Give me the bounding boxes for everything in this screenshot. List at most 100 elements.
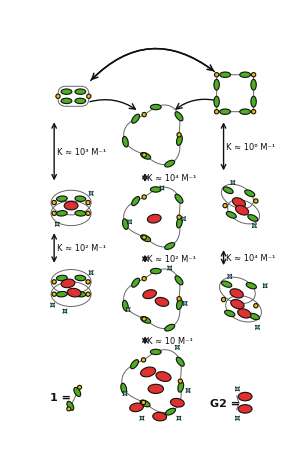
Ellipse shape [165, 243, 175, 250]
Circle shape [142, 153, 146, 158]
Ellipse shape [150, 188, 161, 193]
Circle shape [86, 201, 90, 205]
Ellipse shape [141, 317, 151, 324]
Circle shape [221, 298, 226, 302]
Ellipse shape [61, 90, 72, 95]
Polygon shape [227, 275, 232, 279]
Circle shape [251, 110, 256, 115]
Circle shape [177, 133, 181, 138]
Ellipse shape [64, 202, 78, 210]
Ellipse shape [132, 197, 140, 206]
Ellipse shape [240, 110, 250, 115]
Ellipse shape [177, 299, 182, 310]
Ellipse shape [236, 206, 249, 216]
Ellipse shape [147, 215, 161, 224]
Polygon shape [235, 387, 240, 391]
Polygon shape [175, 346, 180, 350]
Ellipse shape [57, 197, 67, 202]
Ellipse shape [130, 403, 143, 412]
Text: G2 =: G2 = [210, 398, 240, 408]
Ellipse shape [140, 367, 156, 377]
Ellipse shape [130, 360, 139, 369]
Text: 1 =: 1 = [50, 392, 71, 402]
Ellipse shape [249, 314, 260, 320]
Ellipse shape [178, 382, 184, 392]
Circle shape [87, 95, 91, 99]
Circle shape [141, 400, 146, 405]
Polygon shape [126, 308, 130, 312]
Circle shape [52, 212, 56, 216]
Polygon shape [123, 391, 127, 396]
Ellipse shape [123, 219, 128, 230]
Ellipse shape [165, 161, 175, 168]
Polygon shape [127, 220, 132, 225]
Circle shape [142, 317, 146, 321]
Circle shape [251, 73, 256, 78]
Ellipse shape [175, 276, 183, 285]
Polygon shape [160, 186, 164, 191]
Polygon shape [140, 416, 144, 420]
Text: K ≈ 10³ M⁻¹: K ≈ 10³ M⁻¹ [57, 148, 106, 157]
Ellipse shape [233, 198, 246, 208]
Circle shape [78, 386, 81, 389]
Ellipse shape [75, 197, 86, 202]
Ellipse shape [67, 289, 81, 298]
Ellipse shape [74, 387, 81, 397]
Ellipse shape [214, 80, 219, 91]
Circle shape [254, 199, 258, 204]
Ellipse shape [225, 311, 235, 317]
Circle shape [178, 379, 182, 384]
Ellipse shape [140, 400, 150, 407]
Polygon shape [231, 181, 235, 185]
Circle shape [142, 113, 146, 118]
Polygon shape [168, 266, 172, 270]
Circle shape [86, 292, 90, 297]
Ellipse shape [245, 190, 255, 197]
Ellipse shape [61, 99, 72, 104]
Ellipse shape [141, 236, 151, 242]
Text: K ≈ 10⁴ M⁻¹: K ≈ 10⁴ M⁻¹ [226, 254, 275, 263]
Ellipse shape [226, 212, 236, 219]
Text: K ≈ 10⁶ M⁻¹: K ≈ 10⁶ M⁻¹ [226, 142, 275, 151]
Ellipse shape [61, 279, 75, 288]
Ellipse shape [220, 73, 230, 78]
Ellipse shape [248, 215, 258, 222]
Polygon shape [55, 222, 59, 227]
Polygon shape [181, 217, 186, 221]
Circle shape [215, 73, 219, 78]
Circle shape [56, 95, 60, 99]
Ellipse shape [75, 99, 86, 104]
Ellipse shape [156, 372, 171, 382]
Circle shape [142, 196, 146, 200]
Ellipse shape [222, 281, 232, 288]
Circle shape [215, 110, 219, 115]
Ellipse shape [177, 218, 182, 228]
Polygon shape [235, 416, 240, 420]
Polygon shape [177, 416, 181, 420]
Ellipse shape [143, 290, 157, 299]
Text: K ≈ 10 M⁻¹: K ≈ 10 M⁻¹ [147, 336, 193, 345]
Polygon shape [183, 302, 187, 306]
Ellipse shape [175, 195, 183, 204]
Ellipse shape [123, 137, 128, 148]
Ellipse shape [177, 136, 182, 146]
Ellipse shape [150, 349, 161, 355]
Ellipse shape [165, 408, 175, 415]
Polygon shape [50, 303, 55, 307]
Ellipse shape [155, 298, 169, 307]
Ellipse shape [57, 292, 67, 298]
Polygon shape [63, 309, 67, 314]
Ellipse shape [150, 105, 161, 110]
Text: K ≈ 10² M⁻¹: K ≈ 10² M⁻¹ [57, 244, 106, 253]
Circle shape [86, 212, 90, 216]
Circle shape [223, 204, 227, 208]
Circle shape [67, 407, 71, 411]
Polygon shape [89, 192, 93, 196]
Circle shape [177, 297, 181, 301]
Circle shape [142, 236, 146, 240]
Ellipse shape [75, 276, 86, 281]
Ellipse shape [175, 112, 183, 121]
Ellipse shape [214, 97, 219, 108]
Text: K ≈ 10⁴ M⁻¹: K ≈ 10⁴ M⁻¹ [147, 174, 197, 183]
Circle shape [52, 280, 56, 284]
